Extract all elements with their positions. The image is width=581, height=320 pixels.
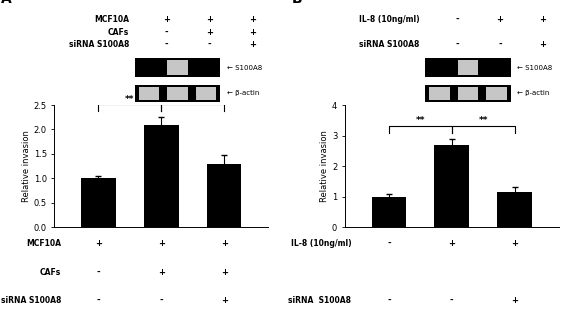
Text: **: ** (188, 95, 198, 104)
Text: -: - (456, 15, 459, 24)
Text: +: + (249, 15, 256, 24)
Text: +: + (221, 268, 228, 276)
Bar (196, 87, 216, 100)
Text: siRNA S100A8: siRNA S100A8 (359, 40, 419, 49)
Bar (81, 178, 116, 227)
Text: -: - (159, 296, 163, 305)
Bar (135, 58, 220, 77)
Bar (372, 196, 406, 227)
Text: -: - (456, 40, 459, 49)
Text: +: + (95, 239, 102, 248)
Text: +: + (511, 296, 518, 305)
Text: +: + (496, 15, 503, 24)
Bar (425, 85, 511, 102)
Text: +: + (249, 40, 256, 49)
Text: **: ** (479, 116, 488, 125)
Text: IL-8 (10ng/ml): IL-8 (10ng/ml) (359, 15, 419, 24)
Text: ← β-actin: ← β-actin (517, 90, 550, 96)
Y-axis label: Relative invasion: Relative invasion (320, 130, 329, 202)
Bar (207, 164, 242, 227)
Text: ← S100A8: ← S100A8 (227, 65, 262, 70)
Bar (458, 87, 478, 100)
Bar (144, 124, 178, 227)
Text: +: + (206, 28, 213, 37)
Text: ← β-actin: ← β-actin (227, 90, 259, 96)
Text: +: + (511, 239, 518, 248)
Text: A: A (1, 0, 12, 5)
Text: -: - (165, 40, 168, 49)
Bar (167, 60, 188, 75)
Text: siRNA S100A8: siRNA S100A8 (69, 40, 129, 49)
Text: +: + (221, 239, 228, 248)
Text: -: - (387, 296, 390, 305)
Bar (486, 87, 507, 100)
Bar (135, 85, 220, 102)
Text: ← S100A8: ← S100A8 (517, 65, 553, 70)
Text: MCF10A: MCF10A (26, 239, 61, 248)
Bar (167, 87, 188, 100)
Text: IL-8 (10ng/ml): IL-8 (10ng/ml) (291, 239, 352, 248)
Y-axis label: Relative invasion: Relative invasion (22, 130, 31, 202)
Text: +: + (221, 296, 228, 305)
Text: +: + (158, 239, 165, 248)
Text: MCF10A: MCF10A (94, 15, 129, 24)
Text: CAFs: CAFs (108, 28, 129, 37)
Text: siRNA  S100A8: siRNA S100A8 (289, 296, 352, 305)
Text: **: ** (415, 116, 425, 125)
Text: CAFs: CAFs (40, 268, 61, 276)
Text: -: - (387, 239, 390, 248)
Text: -: - (498, 40, 502, 49)
Text: +: + (158, 268, 165, 276)
Text: **: ** (125, 95, 135, 104)
Text: +: + (449, 239, 456, 248)
Text: +: + (206, 15, 213, 24)
Text: +: + (249, 28, 256, 37)
Bar (429, 87, 450, 100)
Bar (138, 87, 159, 100)
Bar (425, 58, 511, 77)
Text: -: - (450, 296, 454, 305)
Text: -: - (96, 296, 100, 305)
Text: +: + (539, 40, 546, 49)
Bar (497, 192, 532, 227)
Text: -: - (96, 268, 100, 276)
Text: -: - (207, 40, 211, 49)
Text: -: - (165, 28, 168, 37)
Text: siRNA S100A8: siRNA S100A8 (1, 296, 61, 305)
Bar (435, 145, 469, 227)
Text: +: + (163, 15, 170, 24)
Text: B: B (292, 0, 302, 5)
Text: +: + (539, 15, 546, 24)
Bar (458, 60, 478, 75)
